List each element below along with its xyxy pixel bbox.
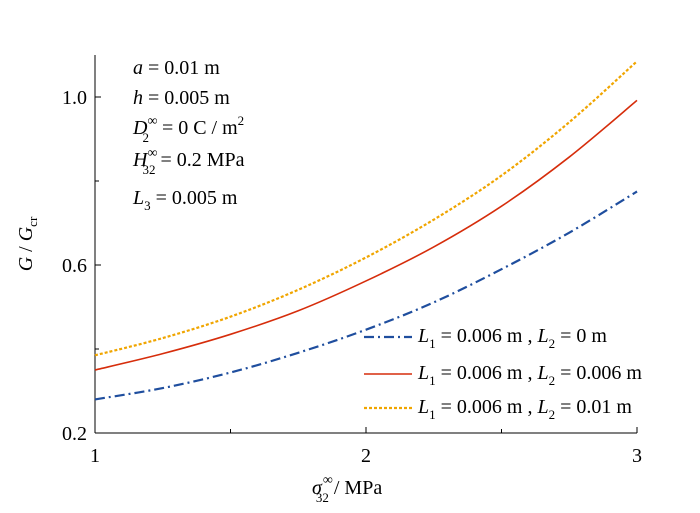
legend: L1 = 0.006 m , L2 = 0 m L1 = 0.006 m , L2… <box>364 325 642 422</box>
parameter-annotations: a = 0.01 m h = 0.005 m D∞ 2 = 0 C / m2 H∞… <box>132 57 245 213</box>
x-axis-label: σ∞ 32 / MPa <box>312 473 382 505</box>
x-tick-label: 2 <box>361 445 371 467</box>
legend-label-2: L1 = 0.006 m , L2 = 0.006 m <box>417 362 642 388</box>
annotation-h: h = 0.005 m <box>133 87 230 109</box>
y-tick-label: 0.6 <box>62 255 87 277</box>
annotation-l3: L3 = 0.005 m <box>132 187 238 213</box>
axis-ticks: 1 2 3 0.2 0.6 1.0 <box>62 87 642 467</box>
x-tick-label: 1 <box>90 445 100 467</box>
y-tick-label: 0.2 <box>62 423 87 445</box>
series-line-3 <box>94 60 638 357</box>
series-line-1 <box>94 190 638 401</box>
series-line-2 <box>94 99 638 371</box>
annotation-h32: H∞ 32 = 0.2 MPa <box>132 146 245 177</box>
y-axis-label: G / Gcr <box>15 216 40 271</box>
series-layer <box>94 60 638 401</box>
legend-label-3: L1 = 0.006 m , L2 = 0.01 m <box>417 396 632 422</box>
annotation-d2: D∞ 2 = 0 C / m2 <box>132 113 244 145</box>
legend-label-1: L1 = 0.006 m , L2 = 0 m <box>417 325 607 351</box>
annotation-a: a = 0.01 m <box>133 57 220 79</box>
y-tick-label: 1.0 <box>62 87 87 109</box>
x-tick-label: 3 <box>632 445 642 467</box>
